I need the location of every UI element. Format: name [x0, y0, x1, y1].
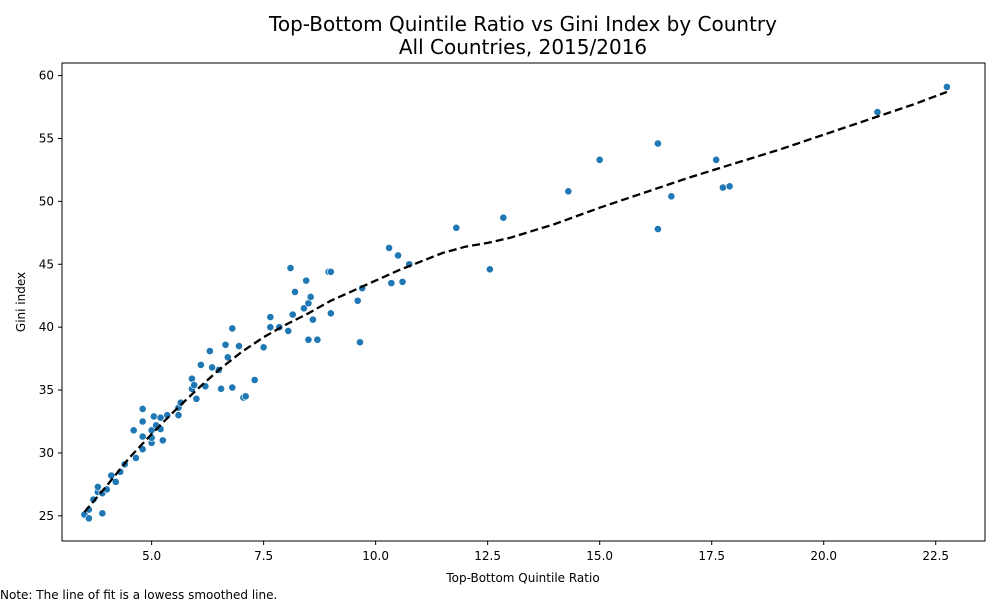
x-tick-label: 5.0 — [142, 549, 161, 563]
scatter-point — [667, 192, 676, 201]
scatter-point — [217, 384, 225, 393]
plot-area-frame — [61, 62, 986, 542]
x-tick-label: 7.5 — [254, 549, 273, 563]
scatter-point — [353, 296, 362, 305]
y-tick-label: 45 — [39, 257, 54, 271]
scatter-point — [174, 411, 183, 420]
scatter-point — [138, 445, 147, 454]
scatter-point — [356, 338, 364, 347]
y-tick-label: 40 — [39, 320, 54, 334]
scatter-point — [107, 471, 116, 480]
y-tick-label: 25 — [39, 509, 54, 523]
scatter-point — [452, 223, 461, 232]
scatter-point — [326, 309, 335, 318]
scatter-point — [190, 381, 199, 389]
scatter-point — [259, 343, 268, 352]
scatter-point — [873, 108, 882, 116]
scatter-point — [208, 363, 216, 372]
scatter-point — [304, 335, 313, 344]
scatter-point — [284, 327, 293, 335]
scatter-point — [943, 83, 951, 91]
scatter-point — [300, 304, 308, 313]
x-tick-label: 12.5 — [474, 549, 501, 563]
y-tick-label: 60 — [39, 69, 54, 83]
scatter-point — [98, 509, 107, 518]
scatter-point — [286, 264, 295, 272]
x-axis: 5.0 7.5 10.0 12.5 15.0 17.5 20.0 22.5 — [142, 541, 949, 563]
y-tick-label: 30 — [39, 446, 54, 460]
chart-title: Top-Bottom Quintile Ratio vs Gini Index … — [268, 12, 777, 36]
scatter-point — [564, 187, 573, 196]
scatter-point — [84, 514, 93, 523]
chart-note: Note: The line of fit is a lowess smooth… — [0, 588, 277, 600]
scatter-point — [387, 279, 396, 288]
scatter-point — [156, 413, 165, 422]
scatter-point — [306, 293, 315, 301]
scatter-point — [138, 405, 147, 413]
scatter-point — [129, 426, 138, 435]
scatter-point — [221, 340, 230, 349]
scatter-point — [196, 360, 205, 369]
scatter-point — [132, 454, 140, 462]
x-tick-label: 10.0 — [362, 549, 389, 563]
scatter-point — [149, 412, 158, 421]
scatter-point — [111, 477, 120, 486]
chart-subtitle: All Countries, 2015/2016 — [399, 35, 647, 59]
scatter-point — [313, 335, 322, 344]
y-tick-label: 50 — [39, 194, 54, 208]
x-tick-label: 15.0 — [586, 549, 613, 563]
scatter-point — [93, 483, 102, 491]
x-tick-label: 20.0 — [810, 549, 837, 563]
scatter-point — [235, 342, 243, 350]
scatter-point — [385, 244, 393, 252]
scatter-point — [302, 276, 311, 285]
scatter-point — [228, 324, 237, 333]
x-tick-label: 17.5 — [698, 549, 725, 563]
scatter-point — [228, 383, 237, 392]
scatter-point — [394, 251, 402, 260]
scatter-point — [485, 265, 494, 274]
scatter-point — [291, 288, 299, 296]
scatter-point — [192, 394, 201, 403]
scatter-point — [266, 323, 275, 332]
scatter-point — [718, 183, 727, 192]
scatter-point — [158, 436, 167, 445]
scatter-point — [288, 310, 297, 319]
scatter-point — [223, 353, 232, 362]
y-tick-label: 55 — [39, 131, 54, 145]
scatter-point — [654, 139, 662, 148]
scatter-point — [499, 213, 508, 222]
scatter-point — [326, 267, 335, 276]
scatter-point — [250, 376, 259, 384]
scatter-point — [725, 182, 734, 191]
y-axis-label: Gini index — [14, 272, 28, 332]
scatter-point — [205, 347, 214, 355]
x-tick-label: 22.5 — [922, 549, 949, 563]
y-axis: 25 30 35 40 45 50 55 60 — [39, 69, 62, 523]
scatter-point — [712, 155, 721, 164]
scatter-point — [241, 392, 250, 401]
y-tick-label: 35 — [39, 383, 54, 397]
scatter-points — [80, 83, 951, 523]
lowess-fit-line — [83, 90, 948, 513]
scatter-point — [138, 417, 147, 426]
scatter-point — [309, 315, 317, 324]
scatter-point — [398, 277, 407, 286]
scatter-point — [138, 432, 147, 441]
scatter-point — [266, 313, 275, 321]
scatter-point — [595, 155, 604, 164]
x-axis-label: Top-Bottom Quintile Ratio — [445, 571, 599, 585]
scatter-point — [654, 225, 662, 233]
